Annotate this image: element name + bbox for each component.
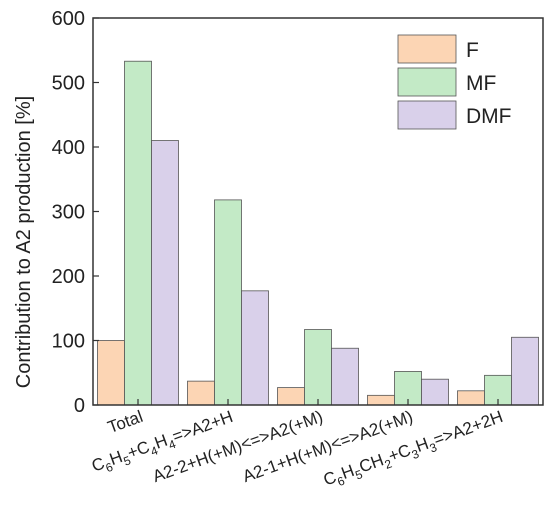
y-tick-label-200: 200: [52, 266, 85, 288]
bar-dmf-1: [151, 140, 179, 406]
bar-dmf-2: [241, 290, 269, 406]
bar-dmf-5: [511, 336, 539, 406]
legend-label-mf: MF: [466, 72, 496, 95]
bar-dmf-4: [421, 378, 449, 406]
legend: F MF DMF: [397, 34, 512, 130]
y-tick-label-600: 600: [52, 8, 85, 30]
bar-f-4: [367, 394, 395, 406]
x-tick-label-5: C6H5CH2+C3H3=>A2+2H: [321, 407, 507, 493]
plot-frame: [92, 17, 544, 406]
legend-swatch-f: [397, 34, 457, 64]
legend-swatch-mf: [397, 67, 457, 97]
legend-label-f: F: [466, 39, 479, 62]
y-tick-label-0: 0: [74, 395, 85, 417]
y-tick-label-100: 100: [52, 331, 85, 353]
bars-group: [97, 60, 539, 406]
y-tick-label-400: 400: [52, 137, 85, 159]
bar-f-5: [457, 390, 485, 406]
bar-mf-2: [214, 199, 242, 406]
bar-dmf-3: [331, 347, 359, 406]
bar-mf-3: [304, 329, 332, 406]
bar-f-1: [97, 340, 125, 406]
bar-mf-1: [124, 60, 152, 406]
legend-label-dmf: DMF: [466, 105, 512, 128]
x-ticks-group: TotalC6H5+C4H4=>A2+HA2-2+H(+M)<=>A2(+M)A…: [89, 399, 507, 493]
x-tick-label-1: Total: [105, 407, 145, 437]
y-axis-label: Contribution to A2 production [%]: [13, 96, 35, 388]
legend-swatch-dmf: [397, 100, 457, 130]
bar-f-3: [277, 387, 305, 406]
bar-f-2: [187, 380, 215, 406]
y-tick-label-500: 500: [52, 73, 85, 95]
y-tick-label-300: 300: [52, 202, 85, 224]
y-ticks-group: 0 100 200 300 400 500 600: [52, 8, 99, 417]
